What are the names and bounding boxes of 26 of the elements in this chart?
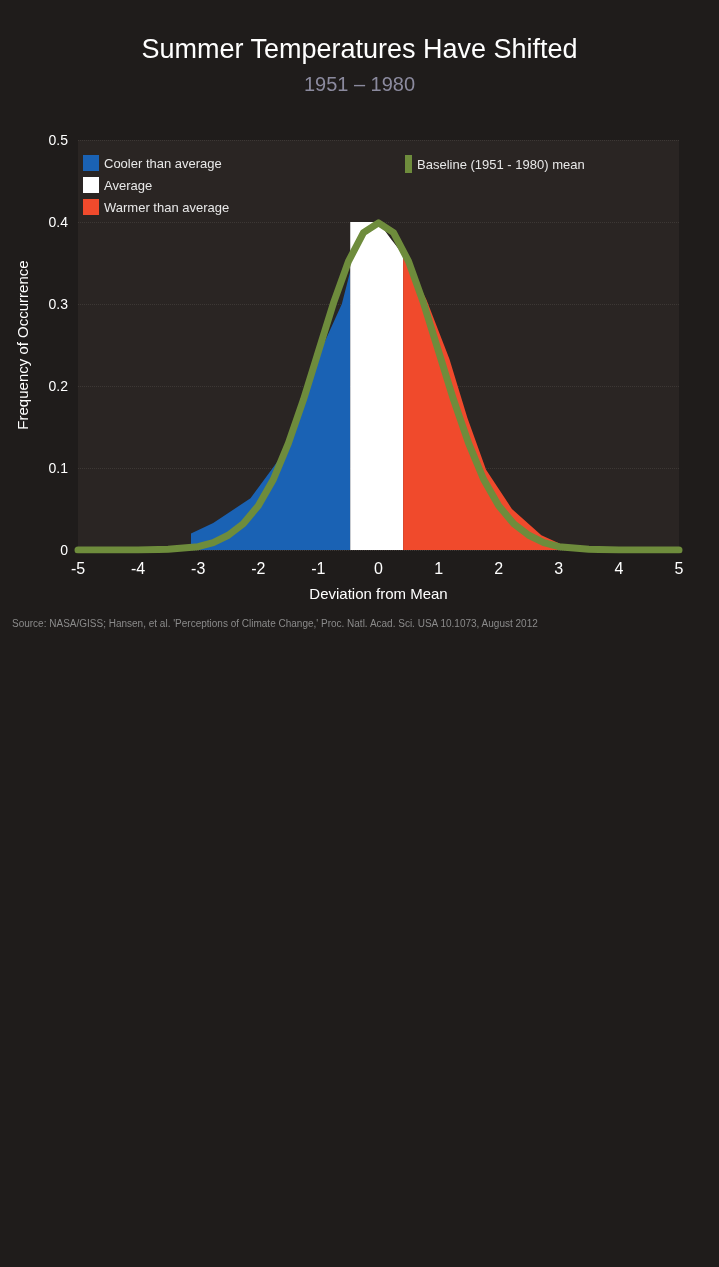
y-tick-label: 0.1 (48, 460, 69, 476)
y-tick-label: 0.5 (48, 132, 69, 148)
x-tick-label: -4 (130, 559, 146, 577)
legend-label: Average (104, 177, 153, 193)
y-tick-label: 0 (60, 542, 69, 558)
x-tick-label: 5 (674, 559, 684, 577)
y-tick-label: 0.2 (48, 378, 69, 394)
x-axis-title: Deviation from Mean (309, 585, 448, 602)
x-tick-label: 0 (374, 559, 384, 577)
chart-subtitle: 1951 – 1980 (303, 73, 416, 95)
x-tick-label: -3 (191, 559, 206, 577)
x-tick-label: -2 (251, 559, 266, 577)
x-tick-label: 3 (554, 559, 564, 577)
chart-title: Summer Temperatures Have Shifted (141, 33, 578, 64)
x-tick-label: 1 (434, 559, 444, 577)
y-tick-label: 0.4 (48, 214, 69, 230)
x-tick-label: -1 (311, 559, 326, 577)
legend-label: Cooler than average (104, 155, 222, 171)
x-tick-label: -5 (70, 559, 86, 577)
source-note: Source: NASA/GISS; Hansen, et al. 'Perceptions of Climate Change,' Proc. Natl. Acad. Sci. USA 10.1073, August 2012 (12, 617, 539, 629)
y-axis-title: Frequency of Occurrence (14, 260, 31, 430)
y-tick-label: 0.3 (48, 296, 69, 312)
x-tick-label: 2 (494, 559, 504, 577)
x-tick-label: 4 (614, 559, 624, 577)
legend-label: Baseline (1951 - 1980) mean (417, 156, 585, 172)
legend-label: Warmer than average (104, 199, 230, 215)
